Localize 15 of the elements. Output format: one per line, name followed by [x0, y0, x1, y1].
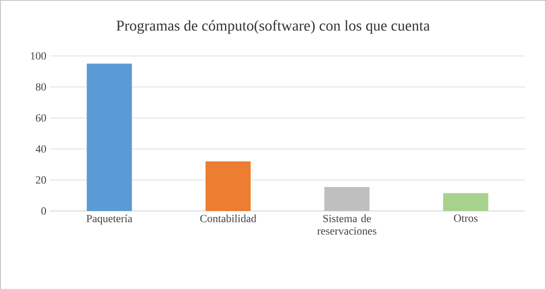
x-tick-label: Sistema de reservaciones — [317, 214, 376, 235]
x-tick-label: Otros — [454, 214, 478, 222]
bar — [86, 64, 132, 212]
x-tick-label: Contabilidad — [200, 214, 256, 222]
y-tick-label: 0 — [41, 207, 46, 215]
bar — [443, 193, 488, 212]
chart-title: Programas de cómputo(software) con los que cuenta — [116, 20, 430, 34]
x-tick-label: Paquetería — [86, 214, 132, 224]
y-tick-label: 20 — [36, 176, 46, 184]
y-tick-label: 100 — [30, 52, 46, 60]
bar — [324, 186, 370, 212]
y-tick-label: 40 — [36, 145, 46, 153]
y-tick-label: 80 — [36, 83, 46, 91]
y-tick-label: 60 — [36, 114, 46, 122]
bar — [206, 161, 251, 212]
